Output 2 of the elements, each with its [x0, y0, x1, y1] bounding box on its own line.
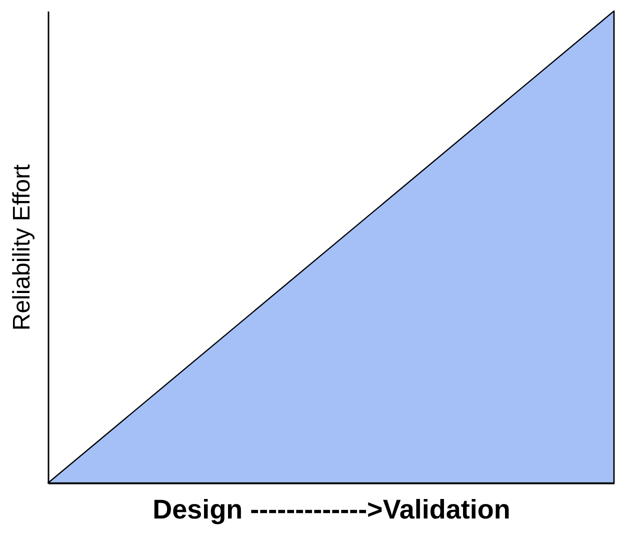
x-axis-title: Design ------------->Validation [152, 494, 510, 524]
y-axis-title: Reliability Effort [8, 164, 36, 331]
